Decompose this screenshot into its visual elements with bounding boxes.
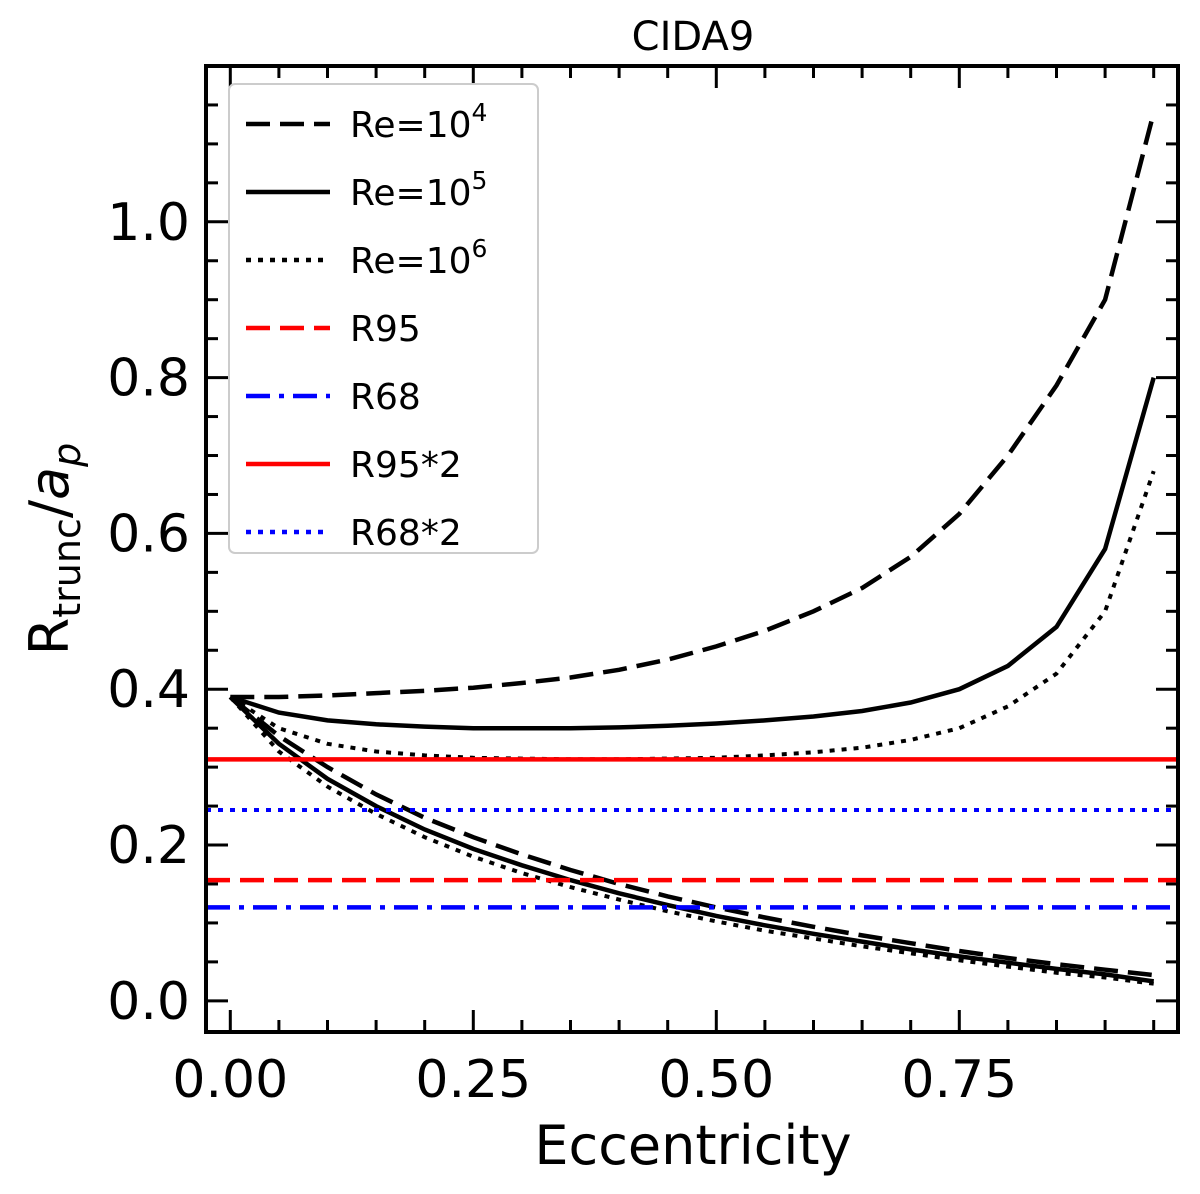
y-tick-label: 0.6 — [107, 504, 190, 564]
x-tick-label: 0.00 — [172, 1050, 288, 1110]
legend: Re=104 Re=105 Re=106 R95 R68 R95*2 R68*2 — [228, 83, 539, 554]
y-tick-label: 0.0 — [107, 972, 190, 1032]
legend-label: R68*2 — [350, 513, 462, 554]
legend-label: Re=105 — [350, 166, 487, 214]
plot-lines — [206, 112, 1178, 986]
y-tick-label: 0.2 — [107, 816, 190, 876]
series-line-re4-lower — [228, 695, 1154, 978]
series-line-re4-upper — [230, 112, 1156, 700]
y-tick-label: 1.0 — [107, 193, 190, 253]
series-line-re5-lower — [228, 695, 1155, 984]
x-tick-label: 0.25 — [415, 1050, 531, 1110]
chart-title: CIDA9 — [632, 14, 755, 60]
legend-label: Re=106 — [350, 234, 487, 282]
x-axis-label: Eccentricity — [534, 1114, 851, 1177]
x-tick-label: 0.75 — [901, 1050, 1017, 1110]
y-tick-label: 0.4 — [107, 660, 190, 720]
legend-label: R95 — [350, 309, 421, 350]
y-tick-label: 0.8 — [107, 349, 190, 409]
ticks: 0.00 0.25 0.50 0.75 0.0 0.2 0.4 0.6 0.8 1.0 — [107, 66, 1178, 1110]
legend-label: Re=104 — [350, 98, 487, 146]
series-line-re6-lower — [228, 695, 1154, 986]
y-axis-label: Rtrunc/ap — [18, 443, 89, 656]
legend-label: R95*2 — [350, 445, 462, 486]
plot-frame — [204, 64, 1180, 1034]
x-tick-label: 0.50 — [658, 1050, 774, 1110]
legend-label: R68 — [350, 377, 421, 418]
legend-box — [228, 83, 539, 554]
series-line-re5-upper — [229, 376, 1156, 731]
